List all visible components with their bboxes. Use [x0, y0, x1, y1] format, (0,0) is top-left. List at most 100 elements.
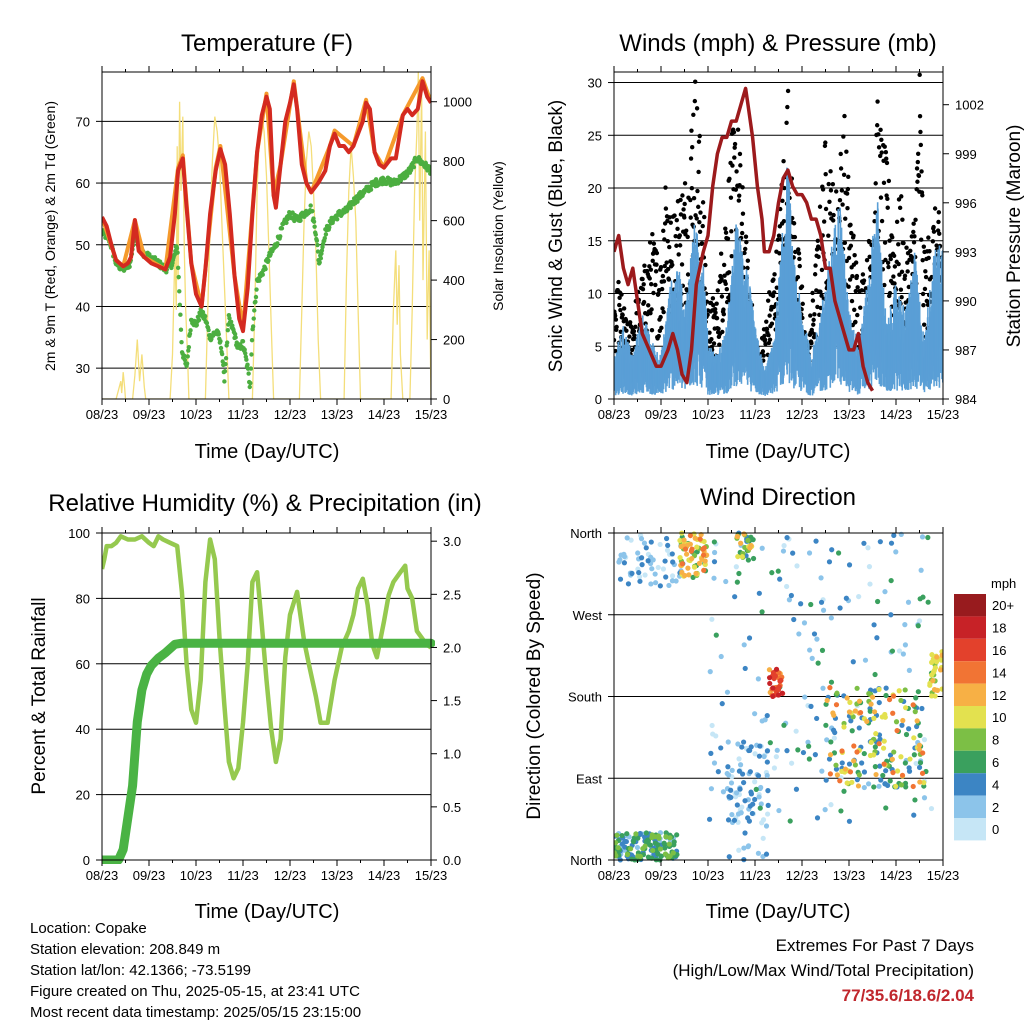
direction-point	[826, 559, 833, 565]
direction-point	[763, 851, 770, 857]
location-text: Location: Copake	[30, 920, 147, 937]
dewpoint-point	[279, 226, 285, 231]
direction-point	[677, 554, 683, 561]
direction-point	[849, 728, 855, 734]
pressure-line	[614, 86, 875, 392]
gust-point	[921, 303, 926, 308]
direction-point	[907, 756, 913, 762]
gust-point	[633, 324, 638, 329]
direction-point	[697, 536, 703, 542]
y2-tick-label: 987	[955, 343, 977, 358]
gust-point	[640, 276, 645, 282]
direction-point	[841, 788, 847, 794]
gust-point	[614, 313, 618, 318]
direction-point	[735, 741, 741, 747]
gust-point	[908, 248, 913, 253]
gust-point	[627, 320, 633, 325]
direction-point	[794, 563, 800, 569]
gust-point	[828, 169, 833, 174]
direction-point	[657, 846, 664, 852]
direction-point	[740, 771, 746, 777]
direction-point	[933, 659, 940, 665]
direction-point	[652, 840, 658, 846]
extremes-box: Extremes For Past 7 Days (High/Low/Max W…	[673, 933, 974, 1008]
y-tick-label: East	[576, 771, 602, 786]
legend-label: 16	[992, 643, 1006, 658]
gust-point	[670, 262, 675, 268]
direction-point	[893, 549, 899, 555]
y-tick-label: 30	[588, 76, 602, 91]
direction-point	[757, 743, 763, 749]
gust-point	[724, 286, 729, 292]
gust-point	[901, 240, 906, 246]
gust-point	[897, 272, 902, 277]
direction-point	[635, 550, 641, 556]
legend-label: 8	[992, 733, 999, 748]
direction-point	[814, 636, 820, 642]
x-tick-label: 10/23	[692, 407, 725, 422]
legend-label: 12	[992, 688, 1006, 703]
precip-line	[102, 638, 435, 864]
gust-point	[842, 240, 848, 246]
direction-point	[758, 801, 764, 807]
direction-point	[864, 718, 870, 725]
gust-point	[647, 264, 652, 269]
gust-point	[854, 273, 860, 279]
direction-point	[763, 823, 770, 829]
direction-point	[667, 835, 673, 841]
dewpoint-point	[315, 242, 320, 248]
direction-point	[915, 689, 921, 695]
gust-point	[797, 263, 802, 269]
direction-point	[725, 739, 731, 745]
direction-point	[893, 719, 900, 725]
gust-point	[614, 324, 619, 330]
x-tick-label: 15/23	[415, 407, 448, 422]
direction-point	[802, 694, 808, 700]
x-tick-label: 09/23	[133, 407, 166, 422]
legend-label: 2	[992, 800, 999, 815]
direction-point	[764, 759, 770, 765]
direction-point	[877, 763, 883, 769]
direction-point	[831, 735, 837, 741]
gust-point	[852, 307, 857, 313]
dewpoint-point	[427, 165, 431, 171]
gust-point	[846, 174, 851, 179]
direction-point	[745, 844, 751, 850]
direction-point	[856, 725, 862, 731]
gust-point	[723, 281, 728, 287]
y2-tick-label: 3.0	[443, 534, 461, 549]
gust-point	[619, 292, 624, 297]
direction-point	[689, 556, 695, 562]
dewpoint-point	[254, 287, 259, 292]
direction-point	[898, 697, 904, 704]
dewpoint-point	[314, 238, 320, 243]
direction-point	[614, 840, 619, 846]
dewpoint-point	[233, 335, 238, 340]
direction-point	[847, 769, 854, 775]
gust-point	[883, 149, 889, 155]
gust-point	[688, 156, 694, 161]
direction-point	[643, 830, 649, 836]
direction-point	[939, 686, 943, 692]
dewpoint-point	[222, 369, 228, 374]
gust-point	[737, 193, 742, 198]
gust-point	[664, 260, 669, 265]
temperature-series	[102, 72, 431, 399]
direction-point	[833, 762, 839, 768]
direction-point	[755, 676, 761, 682]
direction-point	[774, 747, 780, 753]
direction-point	[643, 545, 649, 551]
direction-point	[766, 675, 773, 681]
gust-point	[691, 112, 696, 117]
dewpoint-point	[206, 327, 211, 333]
gust-point	[878, 195, 884, 200]
direction-point	[652, 571, 658, 577]
gust-point	[896, 197, 902, 202]
gust-point	[627, 334, 632, 339]
direction-point	[682, 572, 688, 579]
direction-point	[771, 765, 778, 771]
direction-point	[828, 739, 834, 745]
direction-point	[775, 568, 781, 574]
gust-point	[896, 242, 901, 247]
gust-point	[842, 113, 847, 119]
